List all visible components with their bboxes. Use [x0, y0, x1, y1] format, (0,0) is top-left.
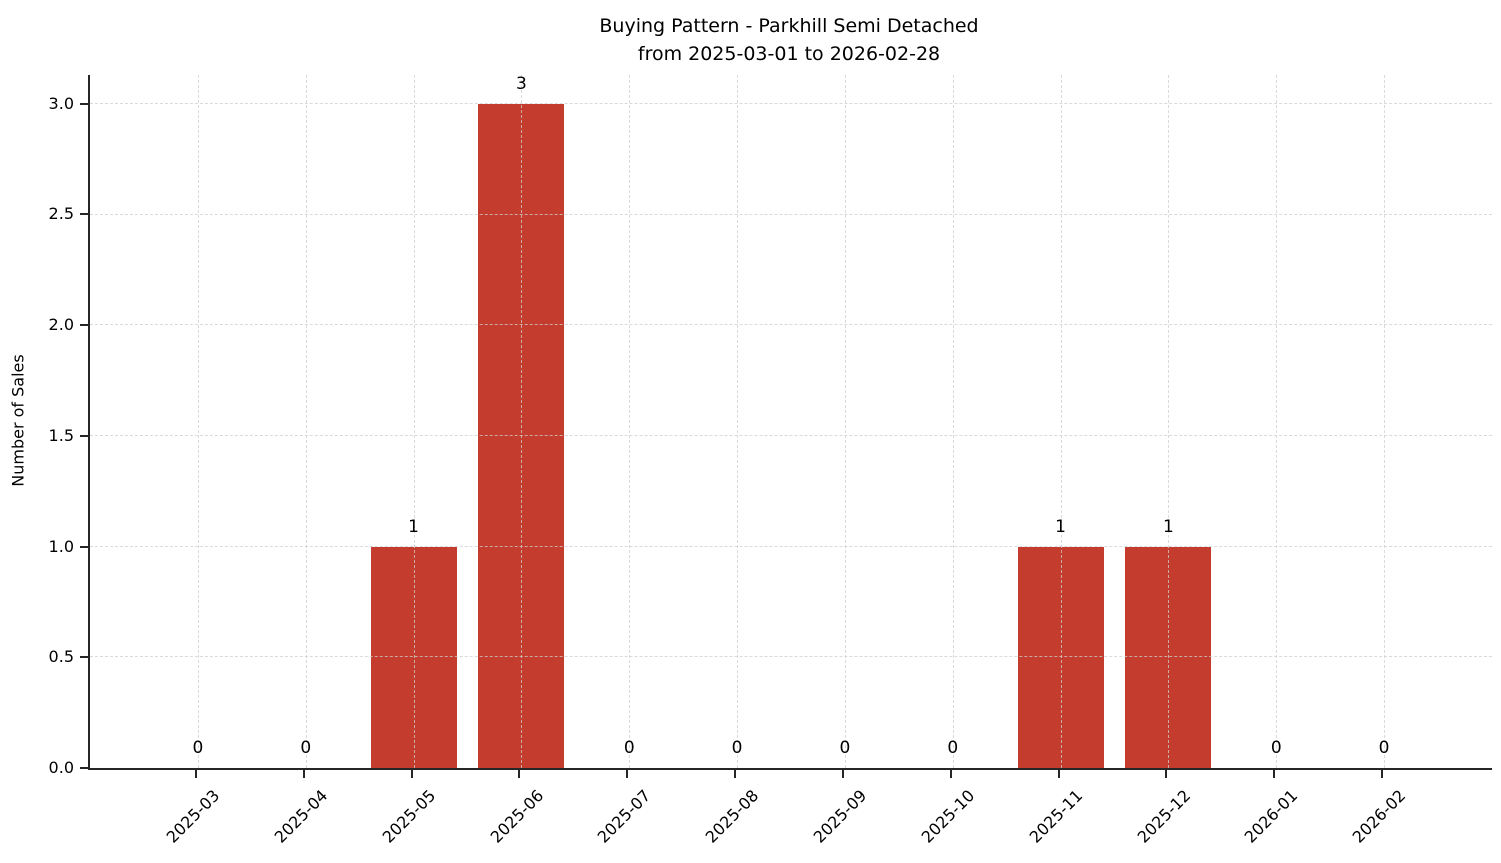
x-tick-mark: [410, 770, 413, 778]
y-tick-label-2.0: 2.0: [48, 315, 74, 335]
x-tick-mark: [1165, 770, 1168, 778]
value-label-2025-10: 0: [947, 738, 959, 758]
value-label-2026-02: 0: [1378, 738, 1390, 758]
x-tick-label-2025-06: 2025-06: [486, 786, 547, 847]
value-label-2025-03: 0: [192, 738, 204, 758]
x-tick-mark: [626, 770, 629, 778]
x-tick-mark: [1057, 770, 1060, 778]
chart-title-line1: Buying Pattern - Parkhill Semi Detached: [599, 15, 979, 37]
horizontal-gridline: [90, 656, 1492, 658]
x-tick-mark: [1381, 770, 1384, 778]
value-label-2025-06: 3: [515, 73, 527, 94]
x-tick-label-2025-07: 2025-07: [593, 786, 655, 847]
x-tick-label-2025-09: 2025-09: [809, 786, 871, 847]
horizontal-gridline: [90, 102, 1492, 104]
value-label-2025-11: 1: [1055, 516, 1066, 537]
value-label-2025-08: 0: [731, 738, 743, 758]
vertical-gridline: [844, 75, 846, 768]
chart-title-line2: from 2025-03-01 to 2026-02-28: [637, 43, 941, 65]
value-label-2025-12: 1: [1162, 516, 1174, 537]
plot-area: 0 0 1 3 0 0 0 0 1 1 0 0: [88, 73, 1492, 770]
y-tick-mark: [80, 434, 88, 437]
x-tick-label-2025-04: 2025-04: [270, 786, 332, 847]
vertical-gridline: [1168, 75, 1170, 768]
x-tick-mark: [734, 770, 737, 778]
y-axis-label: Number of Sales: [8, 354, 28, 487]
x-tick-mark: [1273, 770, 1276, 778]
vertical-gridline: [629, 75, 631, 768]
value-label-2025-05: 1: [408, 516, 419, 537]
y-tick-label-1.0: 1.0: [48, 536, 74, 556]
x-tick-mark: [841, 770, 844, 778]
y-tick-mark: [80, 767, 88, 769]
value-label-2025-07: 0: [623, 738, 635, 758]
x-tick-label-2025-12: 2025-12: [1133, 786, 1194, 847]
value-label-2025-04: 0: [300, 738, 312, 758]
x-tick-mark: [302, 770, 305, 778]
y-tick-mark: [80, 656, 88, 659]
x-tick-mark: [518, 770, 521, 778]
y-tick-label-0.5: 0.5: [48, 647, 74, 667]
y-tick-label-2.5: 2.5: [48, 204, 74, 224]
y-tick-mark: [80, 324, 88, 327]
x-tick-label-2025-10: 2025-10: [917, 786, 979, 847]
chart-title: Buying Pattern - Parkhill Semi Detached …: [88, 12, 1490, 68]
y-tick-label-3.0: 3.0: [48, 93, 74, 113]
horizontal-gridline: [90, 545, 1492, 547]
x-tick-mark: [949, 770, 952, 778]
vertical-gridline: [1276, 75, 1278, 768]
vertical-gridline: [413, 75, 415, 768]
vertical-gridline: [952, 75, 954, 768]
y-tick-label-0.0: 0.0: [48, 758, 74, 777]
x-tick-label-2025-08: 2025-08: [701, 786, 763, 847]
horizontal-gridline: [90, 213, 1492, 215]
x-tick-mark: [194, 770, 197, 778]
y-tick-label-1.5: 1.5: [48, 425, 74, 445]
horizontal-gridline: [90, 324, 1492, 326]
y-tick-mark: [80, 213, 88, 216]
vertical-gridline: [1384, 75, 1386, 768]
horizontal-gridline: [90, 434, 1492, 436]
x-tick-label-2025-11: 2025-11: [1025, 786, 1087, 847]
x-tick-label-2026-01: 2026-01: [1240, 786, 1302, 847]
value-label-2026-01: 0: [1270, 738, 1282, 758]
vertical-gridline: [1060, 75, 1062, 768]
vertical-gridline: [305, 75, 307, 768]
vertical-gridline: [521, 75, 523, 768]
x-tick-label-2025-05: 2025-05: [378, 786, 440, 847]
value-label-2025-09: 0: [839, 738, 851, 758]
vertical-gridline: [737, 75, 739, 768]
y-tick-mark: [80, 545, 88, 548]
y-tick-mark: [80, 102, 88, 105]
x-tick-label-2025-03: 2025-03: [162, 786, 224, 847]
x-tick-label-2026-02: 2026-02: [1348, 786, 1410, 847]
vertical-gridline: [197, 75, 199, 768]
